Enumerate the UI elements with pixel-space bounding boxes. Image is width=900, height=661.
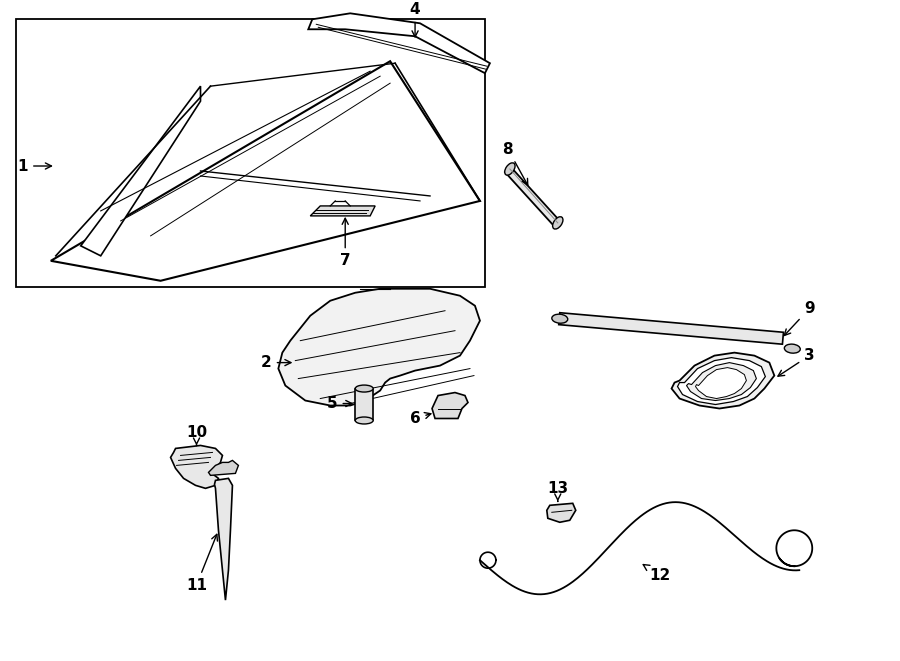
Bar bbox=[356, 389, 373, 420]
Ellipse shape bbox=[552, 314, 568, 323]
Text: 1: 1 bbox=[18, 159, 51, 173]
Text: 9: 9 bbox=[784, 301, 814, 336]
Polygon shape bbox=[81, 86, 201, 256]
Text: 11: 11 bbox=[186, 534, 218, 593]
Polygon shape bbox=[696, 368, 746, 399]
Text: 3: 3 bbox=[778, 348, 814, 376]
Polygon shape bbox=[687, 363, 756, 401]
Polygon shape bbox=[214, 479, 232, 600]
Polygon shape bbox=[547, 503, 576, 522]
Polygon shape bbox=[50, 61, 480, 281]
Polygon shape bbox=[432, 393, 468, 418]
Polygon shape bbox=[310, 206, 375, 216]
Polygon shape bbox=[171, 446, 222, 488]
Text: 6: 6 bbox=[410, 411, 431, 426]
Bar bbox=[16, 19, 485, 287]
Ellipse shape bbox=[356, 385, 373, 392]
Polygon shape bbox=[671, 352, 774, 408]
Text: 2: 2 bbox=[261, 355, 291, 370]
Ellipse shape bbox=[553, 217, 563, 229]
Bar bbox=[559, 313, 784, 344]
Polygon shape bbox=[278, 289, 480, 405]
Text: 13: 13 bbox=[547, 481, 568, 502]
Ellipse shape bbox=[356, 417, 373, 424]
Text: 7: 7 bbox=[340, 218, 350, 268]
Text: 5: 5 bbox=[327, 396, 352, 411]
Polygon shape bbox=[209, 461, 238, 475]
Polygon shape bbox=[309, 13, 490, 73]
Text: 10: 10 bbox=[186, 425, 207, 446]
Ellipse shape bbox=[784, 344, 800, 353]
Text: 4: 4 bbox=[410, 2, 420, 37]
Text: 8: 8 bbox=[502, 141, 527, 185]
Polygon shape bbox=[505, 166, 560, 227]
Text: 12: 12 bbox=[644, 564, 670, 583]
Polygon shape bbox=[678, 358, 765, 405]
Ellipse shape bbox=[505, 163, 515, 175]
